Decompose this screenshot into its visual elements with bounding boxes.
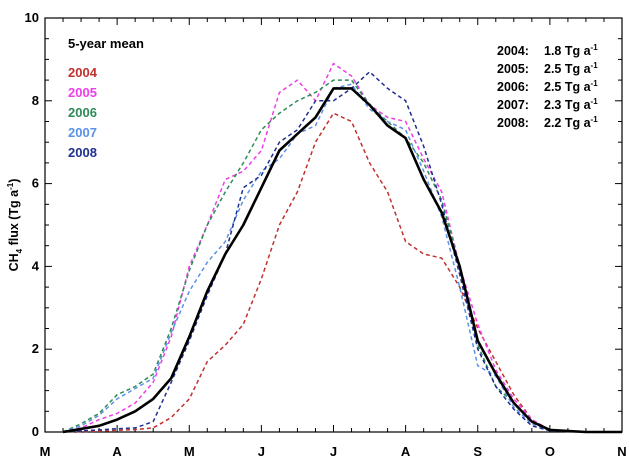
- annotation-value: 2.2 Tg a-1: [544, 115, 598, 130]
- series-line-2008: [62, 71, 622, 433]
- legend-entry-2004: 2004: [68, 65, 98, 80]
- legend-entry-2007: 2007: [68, 125, 97, 140]
- ylabel-mid: flux (Tg a: [7, 189, 21, 249]
- ylabel-superscript: -1: [6, 182, 15, 190]
- legend-entry-2008: 2008: [68, 145, 97, 160]
- ylabel-end: ): [7, 179, 21, 183]
- y-tick-label: 4: [32, 258, 40, 273]
- series-line-2004: [62, 112, 622, 433]
- x-tick-label: A: [112, 444, 122, 459]
- legend: 5-year mean 2004 2005 2006 2007 2008: [68, 36, 144, 160]
- annotation-year: 2006:: [497, 80, 529, 94]
- annotation-value: 2.3 Tg a-1: [544, 97, 598, 112]
- y-tick-label: 2: [32, 341, 39, 356]
- y-tick-label: 10: [25, 10, 39, 25]
- y-tick-label: 0: [32, 424, 39, 439]
- series-line-2007: [62, 83, 622, 433]
- annotation-value: 2.5 Tg a-1: [544, 61, 598, 76]
- series-line-5-year-mean: [62, 87, 622, 434]
- x-tick-label: J: [330, 444, 337, 459]
- series-line-2006: [62, 79, 622, 433]
- annotation-year: 2005:: [497, 62, 529, 76]
- y-axis-label: CH4 flux (Tg a-1): [6, 179, 24, 272]
- legend-entry-2005: 2005: [68, 85, 97, 100]
- y-tick-label: 6: [32, 176, 39, 191]
- ylabel-subscript: 4: [15, 248, 24, 253]
- legend-title: 5-year mean: [68, 36, 144, 51]
- svg-text:CH4 flux (Tg a-1): CH4 flux (Tg a-1): [6, 179, 24, 272]
- ylabel-main: CH: [7, 253, 21, 271]
- x-tick-label: S: [473, 444, 482, 459]
- x-tick-label: N: [617, 444, 626, 459]
- annotation-year: 2007:: [497, 98, 529, 112]
- y-tick-label: 8: [32, 93, 39, 108]
- annotation-year: 2008:: [497, 116, 529, 130]
- x-tick-label: M: [184, 444, 195, 459]
- legend-entry-2006: 2006: [68, 105, 97, 120]
- annual-totals: 2004: 1.8 Tg a-1 2005: 2.5 Tg a-1 2006: 2.5 T…: [497, 43, 598, 130]
- annotation-year: 2004:: [497, 44, 529, 58]
- x-tick-label: J: [258, 444, 265, 459]
- series-line-2005: [62, 62, 622, 433]
- x-tick-label: A: [401, 444, 411, 459]
- x-tick-label: M: [40, 444, 51, 459]
- annotation-value: 2.5 Tg a-1: [544, 79, 598, 94]
- x-tick-label: O: [545, 444, 555, 459]
- annotation-value: 1.8 Tg a-1: [544, 43, 598, 58]
